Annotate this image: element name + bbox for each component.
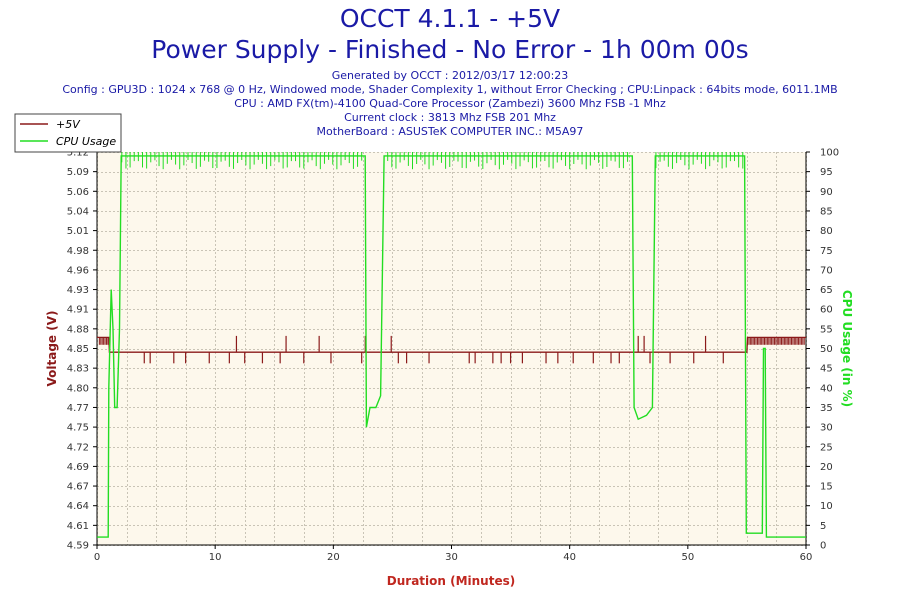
y-left-tick-label: 4.91 xyxy=(67,305,89,316)
y-right-tick-label: 15 xyxy=(820,482,833,493)
x-axis-title: Duration (Minutes) xyxy=(387,574,515,588)
y-left-tick-label: 5.01 xyxy=(67,226,89,237)
y-right-tick-label: 55 xyxy=(820,324,833,335)
y-right-tick-label: 95 xyxy=(820,167,833,178)
y-left-tick-label: 4.77 xyxy=(67,403,89,414)
info-motherboard: MotherBoard : ASUSTeK COMPUTER INC.: M5A… xyxy=(316,125,584,138)
y-left-tick-label: 4.72 xyxy=(67,442,89,453)
x-tick-label: 0 xyxy=(94,552,100,563)
y-right-tick-label: 70 xyxy=(820,265,833,276)
y-left-tick-label: 4.83 xyxy=(67,364,89,375)
y-right-tick-label: 0 xyxy=(820,541,826,552)
y-left-tick-label: 4.59 xyxy=(67,541,89,552)
x-tick-label: 10 xyxy=(209,552,222,563)
y-right-tick-label: 10 xyxy=(820,501,833,512)
y-right-tick-label: 25 xyxy=(820,442,833,453)
y-left-tick-label: 4.69 xyxy=(67,462,89,473)
y-left-tick-label: 4.61 xyxy=(67,521,89,532)
y-left-tick-label: 5.04 xyxy=(67,206,89,217)
y-left-tick-label: 5.06 xyxy=(67,187,89,198)
info-config: Config : GPU3D : 1024 x 768 @ 0 Hz, Wind… xyxy=(62,83,838,96)
legend-label-5v: +5V xyxy=(56,118,81,131)
plot-area xyxy=(97,152,806,545)
y-left-tick-label: 4.75 xyxy=(67,423,89,434)
y-right-tick-label: 20 xyxy=(820,462,833,473)
series-line-cpu-usage xyxy=(97,155,806,538)
y-axis-right-title: CPU Usage (in %) xyxy=(840,290,854,407)
y-right-tick-label: 85 xyxy=(820,206,833,217)
y-right-tick-label: 90 xyxy=(820,187,833,198)
y-left-tick-label: 4.98 xyxy=(67,246,89,257)
y-left-tick-label: 5.09 xyxy=(67,167,89,178)
x-tick-label: 40 xyxy=(563,552,576,563)
x-tick-label: 50 xyxy=(681,552,694,563)
y-left-tick-label: 4.67 xyxy=(67,482,89,493)
x-tick-label: 60 xyxy=(800,552,813,563)
y-left-tick-label: 4.80 xyxy=(67,383,89,394)
y-right-tick-label: 50 xyxy=(820,344,833,355)
y-left-tick-label: 4.88 xyxy=(67,324,89,335)
y-right-tick-label: 40 xyxy=(820,383,833,394)
y-axis-left-title: Voltage (V) xyxy=(45,311,59,387)
y-right-tick-label: 45 xyxy=(820,364,833,375)
x-tick-label: 30 xyxy=(445,552,458,563)
y-right-tick-label: 60 xyxy=(820,305,833,316)
chart-title: OCCT 4.1.1 - +5V xyxy=(339,4,561,33)
legend-label-cpu: CPU Usage xyxy=(56,135,116,148)
y-left-tick-label: 5.12 xyxy=(67,148,89,159)
y-right-tick-label: 30 xyxy=(820,423,833,434)
info-cpu: CPU : AMD FX(tm)-4100 Quad-Core Processo… xyxy=(234,97,666,110)
y-left-tick-label: 4.85 xyxy=(67,344,89,355)
y-left-tick-label: 4.93 xyxy=(67,285,89,296)
legend-box xyxy=(14,113,122,153)
y-left-tick-label: 4.64 xyxy=(67,501,89,512)
y-left-tick-label: 4.96 xyxy=(67,265,89,276)
y-right-tick-label: 65 xyxy=(820,285,833,296)
y-right-tick-label: 75 xyxy=(820,246,833,257)
info-clock: Current clock : 3813 Mhz FSB 201 Mhz xyxy=(344,111,556,124)
y-right-tick-label: 35 xyxy=(820,403,833,414)
chart-subtitle: Power Supply - Finished - No Error - 1h … xyxy=(151,35,749,64)
info-generated: Generated by OCCT : 2012/03/17 12:00:23 xyxy=(331,69,569,82)
x-tick-label: 20 xyxy=(327,552,340,563)
y-right-tick-label: 5 xyxy=(820,521,826,532)
y-right-tick-label: 100 xyxy=(820,148,839,159)
y-right-tick-label: 80 xyxy=(820,226,833,237)
